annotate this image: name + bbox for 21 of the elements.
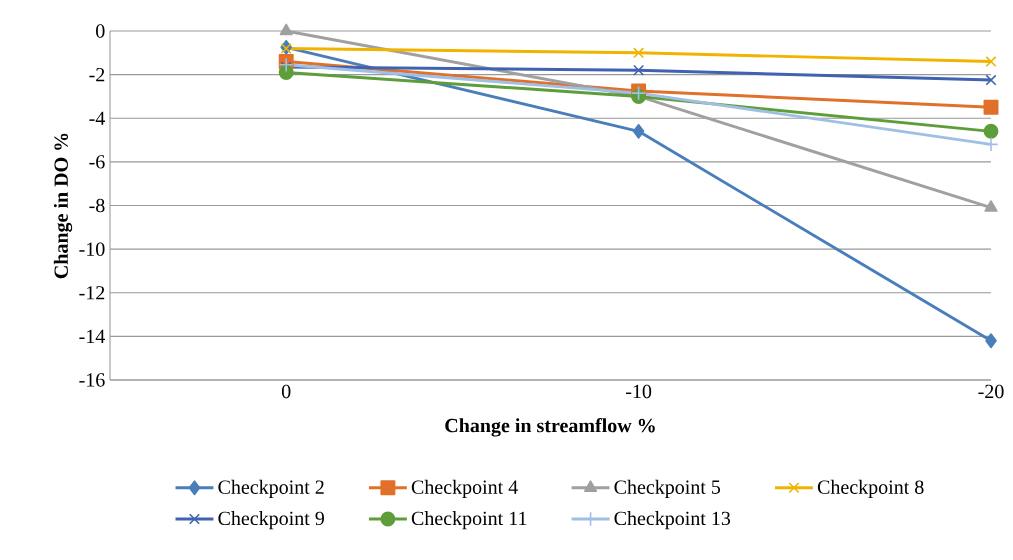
y-tick-label: -16	[79, 373, 105, 387]
legend-label: Checkpoint 4	[411, 479, 518, 498]
y-tick-label: -8	[89, 198, 105, 213]
y-tick-label: -6	[89, 155, 105, 169]
y-axis-title: Change in DO %	[53, 133, 73, 279]
y-tick-label: 0	[96, 24, 105, 38]
x-tick-label: -10	[626, 384, 652, 399]
x-tick-label: 0	[281, 384, 291, 399]
y-tick-label: -14	[79, 329, 105, 343]
legend-label: Checkpoint 2	[218, 479, 324, 498]
x-tick-label: -20	[978, 384, 1004, 399]
y-tick-label: -2	[89, 68, 105, 82]
legend-label: Checkpoint 8	[817, 479, 924, 498]
y-tick-label: -4	[89, 111, 105, 125]
legend-label: Checkpoint 13	[614, 511, 731, 530]
legend-label: Checkpoint 11	[411, 511, 527, 530]
y-tick-label: -10	[79, 242, 105, 256]
legend-label: Checkpoint 5	[614, 479, 721, 498]
legend-label: Checkpoint 9	[218, 511, 324, 530]
y-tick-label: -12	[79, 286, 105, 300]
x-axis-title: Change in streamflow %	[445, 418, 655, 437]
